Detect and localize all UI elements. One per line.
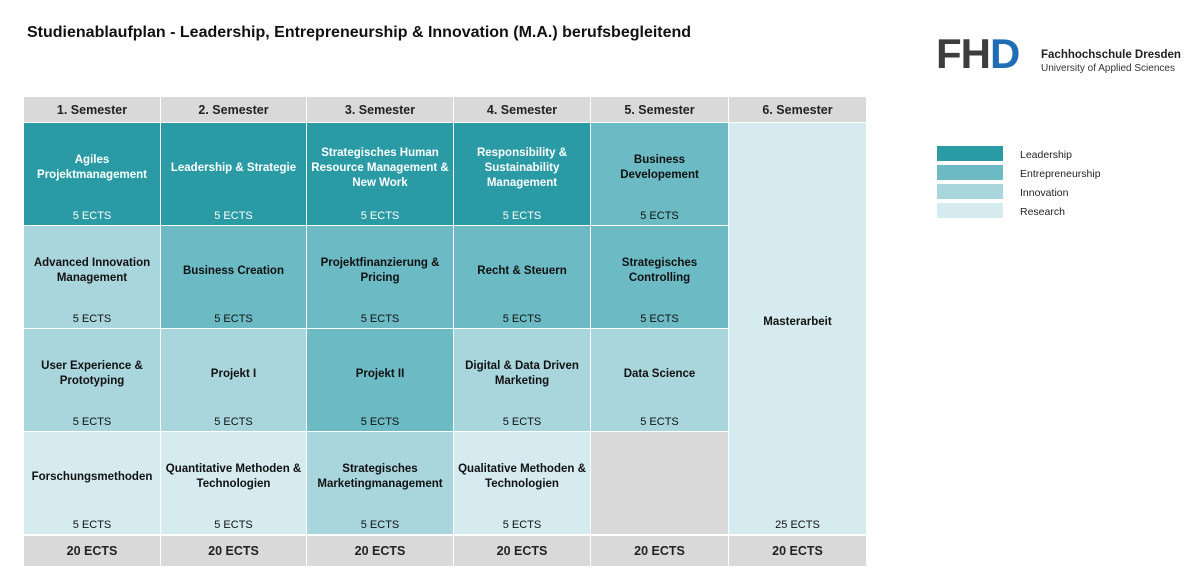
semester-total-1: 20 ECTS — [24, 535, 161, 567]
study-plan-table: 1. Semester 2. Semester 3. Semester 4. S… — [24, 97, 867, 567]
semester-header-4: 4. Semester — [454, 97, 591, 123]
module-name: Masterarbeit — [763, 316, 832, 328]
semester-header-3: 3. Semester — [307, 97, 454, 123]
legend-swatch — [937, 184, 1003, 199]
legend-label: Innovation — [1020, 187, 1069, 199]
module-ects: 5 ECTS — [214, 210, 253, 222]
module-name: Strategisches Human Resource Management … — [311, 146, 449, 189]
module-name: Business Creation — [183, 264, 284, 277]
module-cell: Strategisches Marketingmanagement 5 ECTS — [307, 432, 454, 535]
module-cell: Projekt I 5 ECTS — [161, 329, 307, 432]
module-name: Projekt I — [210, 367, 257, 380]
module-name: Strategisches Controlling — [621, 257, 698, 284]
module-ects: 5 ECTS — [72, 210, 112, 222]
semester-total-4: 20 ECTS — [454, 535, 591, 567]
module-cell: Recht & Steuern 5 ECTS — [454, 226, 591, 329]
module-ects: 5 ECTS — [640, 313, 679, 325]
module-ects: 5 ECTS — [502, 519, 542, 531]
logo-institution-name: Fachhochschule Dresden — [1041, 49, 1181, 61]
module-cell: Projektfinanzierung & Pricing 5 ECTS — [307, 226, 454, 329]
module-name: Leadership & Strategie — [170, 161, 297, 174]
module-name: Forschungsmethoden — [31, 470, 153, 483]
module-name: Digital & Data Driven Marketing — [465, 360, 579, 387]
module-cell: Agiles Projektmanagement 5 ECTS — [24, 123, 161, 226]
module-ects: 5 ECTS — [214, 313, 253, 325]
module-name: Data Science — [623, 367, 696, 380]
legend-swatch — [937, 203, 1003, 218]
module-name: Projekt II — [355, 367, 405, 380]
module-cell: Business Creation 5 ECTS — [161, 226, 307, 329]
module-name: Qualitative Methoden & Technologien — [458, 463, 586, 490]
legend-label: Research — [1020, 206, 1065, 218]
module-cell: Strategisches Controlling 5 ECTS — [591, 226, 729, 329]
module-name: Quantitative Methoden & Technologien — [165, 463, 302, 490]
module-name: Advanced Innovation Management — [33, 257, 151, 284]
legend-label: Leadership — [1020, 149, 1072, 161]
module-cell: Business Developement 5 ECTS — [591, 123, 729, 226]
semester-header-5: 5. Semester — [591, 97, 729, 123]
module-ects: 5 ECTS — [72, 519, 112, 531]
module-ects: 5 ECTS — [360, 416, 400, 428]
module-cell: Strategisches Human Resource Management … — [307, 123, 454, 226]
module-cell: Forschungsmethoden 5 ECTS — [24, 432, 161, 535]
module-ects: 5 ECTS — [360, 313, 400, 325]
module-cell: User Experience & Prototyping 5 ECTS — [24, 329, 161, 432]
module-ects: 5 ECTS — [72, 416, 112, 428]
semester-total-3: 20 ECTS — [307, 535, 454, 567]
legend-label: Entrepreneurship — [1020, 168, 1101, 180]
module-cell: Qualitative Methoden & Technologien 5 EC… — [454, 432, 591, 535]
semester-total-2: 20 ECTS — [161, 535, 307, 567]
module-ects: 5 ECTS — [502, 416, 542, 428]
semester-header-6: 6. Semester — [729, 97, 867, 123]
module-ects: 5 ECTS — [214, 416, 253, 428]
master-thesis-cell: Masterarbeit 25 ECTS — [729, 123, 867, 535]
module-ects: 5 ECTS — [502, 313, 542, 325]
module-name: Agiles Projektmanagement — [37, 154, 147, 181]
module-ects: 5 ECTS — [214, 519, 253, 531]
module-ects: 5 ECTS — [360, 210, 400, 222]
module-name: Responsibility & Sustainability Manageme… — [476, 146, 568, 189]
module-name: Recht & Steuern — [477, 264, 567, 277]
module-cell: Digital & Data Driven Marketing 5 ECTS — [454, 329, 591, 432]
module-ects: 5 ECTS — [640, 210, 679, 222]
module-cell: Responsibility & Sustainability Manageme… — [454, 123, 591, 226]
module-ects: 25 ECTS — [775, 519, 820, 531]
module-cell: Leadership & Strategie 5 ECTS — [161, 123, 307, 226]
empty-cell — [591, 432, 729, 535]
module-cell: Projekt II 5 ECTS — [307, 329, 454, 432]
logo-institution-subtitle: University of Applied Sciences — [1041, 63, 1175, 74]
module-name: Business Developement — [620, 154, 699, 181]
module-name: Projektfinanzierung & Pricing — [320, 257, 440, 284]
semester-total-6: 20 ECTS — [729, 535, 867, 567]
module-ects: 5 ECTS — [640, 416, 679, 428]
legend-swatch — [937, 146, 1003, 161]
module-cell: Quantitative Methoden & Technologien 5 E… — [161, 432, 307, 535]
page-title: Studienablaufplan - Leadership, Entrepre… — [27, 24, 692, 41]
module-name: User Experience & Prototyping — [41, 360, 143, 387]
semester-header-1: 1. Semester — [24, 97, 161, 123]
module-name: Strategisches Marketingmanagement — [317, 463, 443, 490]
semester-total-5: 20 ECTS — [591, 535, 729, 567]
fhd-logo: FHD Fachhochschule Dresden University of… — [936, 32, 1186, 76]
semester-header-2: 2. Semester — [161, 97, 307, 123]
legend-swatch — [937, 165, 1003, 180]
module-cell: Advanced Innovation Management 5 ECTS — [24, 226, 161, 329]
module-ects: 5 ECTS — [72, 313, 112, 325]
fhd-logo-mark: FHD — [936, 30, 1020, 77]
module-cell: Data Science 5 ECTS — [591, 329, 729, 432]
module-ects: 5 ECTS — [360, 519, 400, 531]
module-ects: 5 ECTS — [502, 210, 542, 222]
